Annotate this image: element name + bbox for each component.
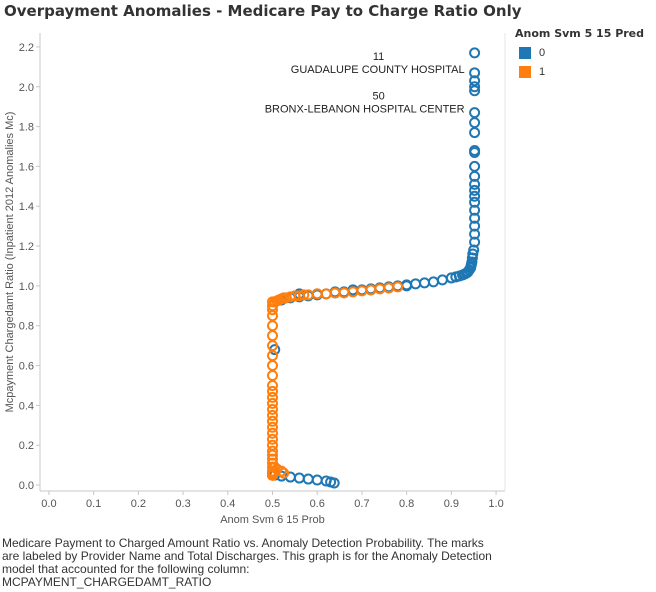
data-point [469,184,481,196]
data-point [469,160,481,172]
y-tick-label: 1.0 [19,281,34,293]
x-tick-label: 0.6 [310,498,325,510]
data-point [267,379,278,391]
y-axis-title: Mcpayment Chargedamt Ratio (Inpatient 20… [4,112,16,413]
y-tick-label: 0.0 [19,480,34,492]
data-point [320,288,332,300]
y-tick-label: 1.8 [19,122,34,134]
legend-item-0[interactable]: 0 [515,47,655,59]
point-annotation: 11 [373,51,384,63]
data-point [410,278,422,290]
legend-label-1: 1 [539,66,546,78]
y-tick-label: 0.4 [19,400,34,412]
data-point [267,421,278,433]
data-point [267,403,278,415]
data-point [267,445,278,457]
data-point [469,146,481,158]
data-point [267,427,278,439]
y-tick-label: 0.2 [19,440,34,452]
data-point [302,473,314,485]
data-point [267,433,278,445]
y-tick-label: 1.4 [19,201,34,213]
data-point [267,330,278,342]
point-annotation: BRONX-LEBANON HOSPITAL CENTER [265,104,465,116]
data-point [469,212,481,224]
data-point [469,127,481,139]
data-point [469,85,481,97]
y-tick-label: 2.0 [19,82,34,94]
data-point [267,409,278,421]
data-point [469,220,481,232]
data-point [311,474,323,486]
x-tick-label: 0.0 [41,498,56,510]
data-point [450,271,462,283]
legend-swatch-0 [519,47,531,59]
caption-line: model that accounted for the following c… [2,562,250,576]
data-point [267,391,278,403]
data-point [469,178,481,190]
data-point [469,204,481,216]
x-tick-label: 0.9 [444,498,459,510]
data-point [267,310,278,322]
y-tick-label: 1.6 [19,161,34,173]
data-point [392,281,404,293]
x-tick-label: 0.8 [399,498,414,510]
data-point [469,47,481,59]
data-point [278,467,290,479]
x-tick-label: 0.5 [265,498,280,510]
x-tick-label: 0.1 [86,498,101,510]
legend: Anom Svm 5 15 Pred 0 1 [515,27,655,78]
caption-line: are labeled by Provider Name and Total D… [2,549,492,563]
data-point [469,228,481,240]
data-point [267,370,278,382]
data-point [469,117,481,129]
y-tick-label: 1.2 [19,241,34,253]
data-point [275,465,287,477]
data-point [427,276,439,288]
data-point [267,449,278,461]
x-tick-label: 1.0 [488,498,503,510]
data-point [469,81,481,93]
x-axis-title: Anom Svm 6 15 Prob [220,514,325,526]
data-point [267,385,278,397]
data-point [293,472,305,484]
y-tick-label: 2.2 [19,42,34,54]
data-point [298,289,310,301]
caption-line: Medicare Payment to Charged Amount Ratio… [2,536,484,550]
data-point [469,67,481,79]
chart-caption: Medicare Payment to Charged Amount Ratio… [2,537,502,589]
data-point [267,320,278,332]
data-point [328,477,340,489]
caption-line: MCPAYMENT_CHARGEDAMT_RATIO [2,575,212,589]
data-point [267,397,278,409]
data-point [469,196,481,208]
chart-title: Overpayment Anomalies - Medicare Pay to … [4,2,522,20]
data-point [419,277,431,289]
y-tick-label: 0.6 [19,361,34,373]
data-point [267,415,278,427]
data-point [469,107,481,119]
x-tick-label: 0.4 [220,498,235,510]
data-point [267,360,278,372]
x-tick-label: 0.7 [354,498,369,510]
point-annotation: 50 [372,91,384,103]
point-annotation: GUADALUPE COUNTY HOSPITAL [291,64,465,76]
legend-item-1[interactable]: 1 [515,66,655,78]
x-tick-label: 0.3 [175,498,190,510]
legend-swatch-1 [519,66,531,78]
data-point [469,170,481,182]
y-tick-label: 0.8 [19,321,34,333]
legend-title: Anom Svm 5 15 Pred [515,27,645,40]
legend-label-0: 0 [539,47,546,59]
data-point [436,274,448,286]
data-point [469,190,481,202]
x-tick-label: 0.2 [131,498,146,510]
